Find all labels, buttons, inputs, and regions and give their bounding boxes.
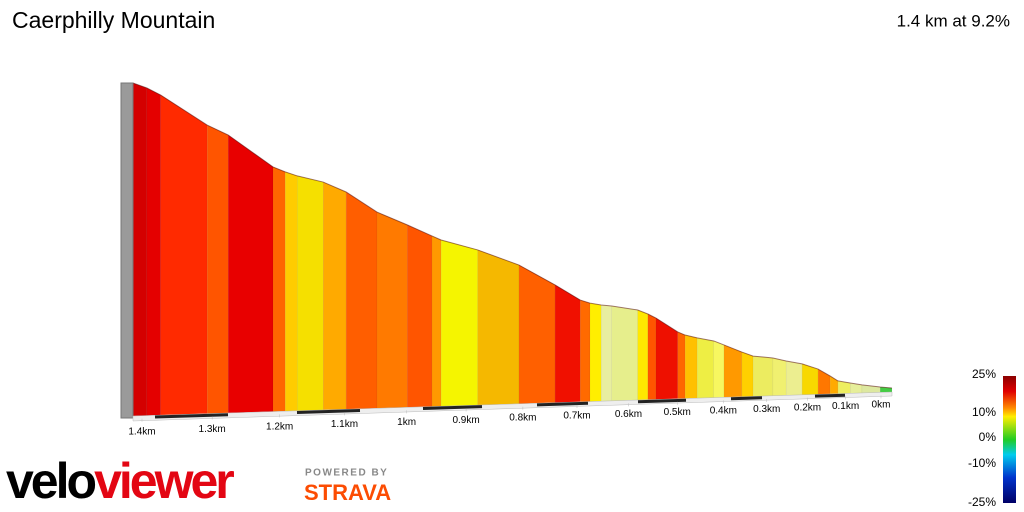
- x-tick-label: 0.7km: [563, 411, 590, 422]
- logo: veloviewer: [6, 453, 234, 509]
- road-dash: [730, 396, 763, 401]
- gradient-segment: [206, 124, 229, 414]
- logo-viewer: viewer: [94, 453, 234, 509]
- gradient-segment: [477, 249, 520, 406]
- x-tick-label: 0.6km: [615, 409, 642, 420]
- gradient-segment: [431, 235, 442, 407]
- gradient-segment: [677, 331, 686, 400]
- gradient-segment: [440, 239, 478, 407]
- gradient-segment: [297, 175, 324, 412]
- gradient-segment: [554, 284, 581, 403]
- road-dash: [422, 405, 483, 410]
- legend-label: 25%: [972, 367, 996, 381]
- powered-by: POWERED BY: [305, 468, 388, 479]
- road-dashes: [154, 393, 846, 419]
- road: [132, 391, 893, 422]
- gradient-segment: [611, 305, 638, 402]
- legend-label: 0%: [979, 430, 997, 444]
- x-tick-label: 0km: [872, 400, 891, 411]
- gradient-segment: [284, 171, 298, 412]
- x-tick-label: 1.1km: [331, 419, 358, 430]
- strava-logo: STRAVA: [304, 480, 391, 505]
- x-tick-label: 0.2km: [794, 402, 821, 413]
- summary: 1.4 km at 9.2%: [897, 11, 1010, 30]
- gradient-segment: [723, 344, 743, 398]
- gradient-segment: [345, 191, 378, 410]
- gradient-segment: [785, 360, 803, 396]
- chart-title: Caerphilly Mountain: [12, 7, 215, 33]
- x-tick-label: 1.3km: [199, 424, 226, 435]
- road-dash: [536, 401, 589, 407]
- gradient-legend-bar: [1003, 376, 1016, 503]
- gradient-segment: [407, 224, 433, 408]
- road-dash: [296, 409, 361, 414]
- gradient-segment: [589, 302, 602, 402]
- start-wall: [120, 82, 134, 419]
- gradient-segment: [772, 357, 787, 397]
- legend-label: -10%: [968, 456, 996, 470]
- gradient-segment: [741, 351, 754, 398]
- gradient-segment: [637, 309, 649, 401]
- profile-outline: [132, 82, 892, 389]
- gradient-legend: 25% 10% 0% -10% -25%: [968, 367, 996, 509]
- gradient-segment: [600, 304, 613, 402]
- gradient-segment: [647, 313, 657, 400]
- x-tick-label: 1.4km: [128, 427, 155, 438]
- gradient-segment: [227, 134, 274, 414]
- gradient-segment: [713, 340, 725, 398]
- x-tick-label: 0.3km: [753, 404, 780, 415]
- profile: [132, 82, 893, 417]
- x-tick-label: 1km: [397, 417, 416, 428]
- gradient-segment: [272, 166, 286, 412]
- road-dash: [814, 393, 846, 398]
- gradient-segment: [146, 87, 161, 416]
- gradient-segment: [160, 94, 208, 416]
- logo-velo: velo: [6, 453, 96, 509]
- x-tick-label: 1.2km: [266, 422, 293, 433]
- gradient-segment: [580, 299, 591, 403]
- gradient-segment: [132, 82, 148, 417]
- legend-label: -25%: [968, 495, 996, 509]
- road-dash: [154, 413, 229, 419]
- x-tick-label: 0.8km: [509, 413, 536, 424]
- gradient-segment: [696, 337, 715, 399]
- gradient-segment: [684, 334, 698, 399]
- x-tick-label: 0.1km: [832, 401, 859, 412]
- gradient-segment: [376, 211, 408, 409]
- x-axis: 1.4km 1.3km 1.2km 1.1km 1km 0.9km 0.8km 0.7km 0.…: [128, 395, 891, 438]
- gradient-segment: [322, 181, 347, 411]
- x-tick-label: 0.5km: [664, 407, 691, 418]
- x-tick-label: 0.9km: [452, 415, 479, 426]
- gradient-segment: [518, 264, 556, 405]
- road-dash: [637, 398, 687, 404]
- gradient-segment: [752, 355, 774, 397]
- x-tick-label: 0.4km: [710, 405, 737, 416]
- legend-label: 10%: [972, 405, 996, 419]
